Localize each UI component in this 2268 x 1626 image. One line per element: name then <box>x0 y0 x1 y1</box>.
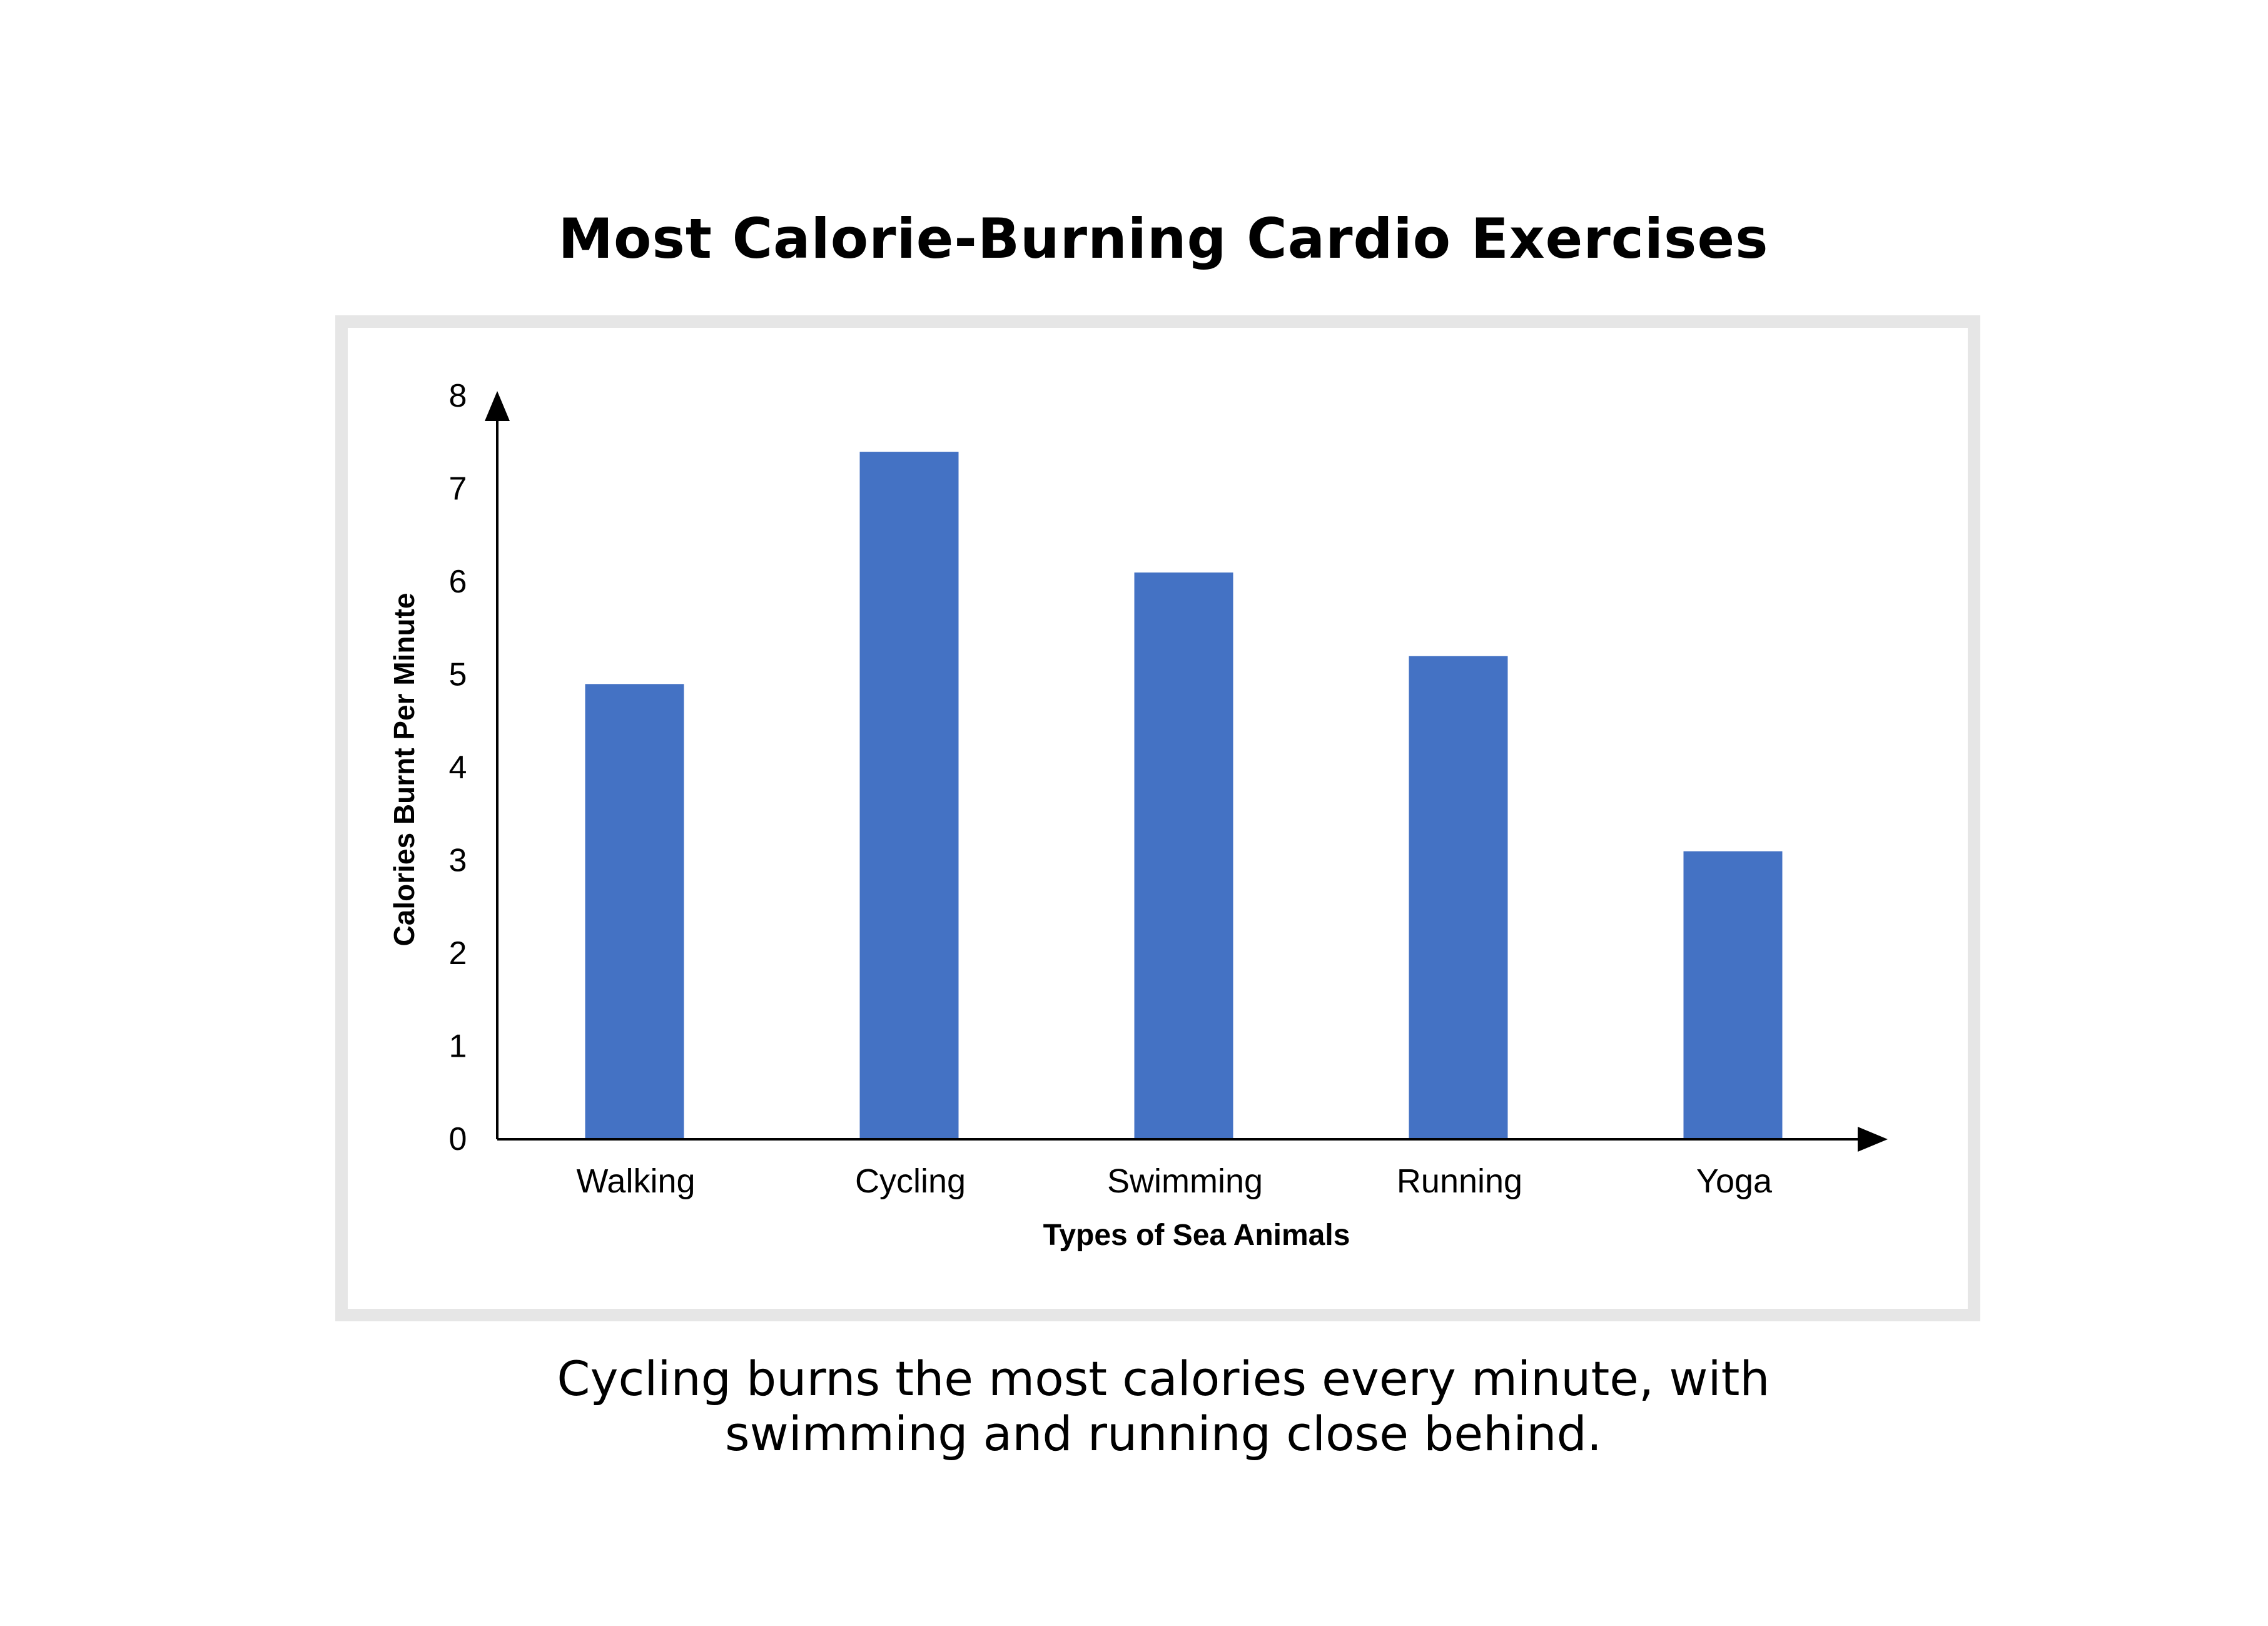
bar-walking <box>585 684 684 1139</box>
x-tick-labels: Walking Cycling Swimming Running Yoga <box>576 1162 1773 1200</box>
caption-line-1: Cycling burns the most calories every mi… <box>557 1351 1770 1406</box>
y-tick-label: 2 <box>449 935 467 972</box>
x-tick-label: Walking <box>576 1162 695 1200</box>
bar-cycling <box>859 452 959 1139</box>
y-tick-label: 1 <box>449 1029 467 1065</box>
y-axis-label: Calories Burnt Per Minute <box>388 593 420 947</box>
y-tick-label: 5 <box>449 657 467 693</box>
y-tick-label: 6 <box>449 564 467 600</box>
x-axis-label: Types of Sea Animals <box>1043 1219 1350 1252</box>
y-axis-arrow <box>485 391 510 421</box>
y-tick-label: 8 <box>449 378 467 414</box>
bar-swimming <box>1134 572 1233 1139</box>
y-tick-label: 3 <box>449 843 467 879</box>
bars-group <box>585 452 1783 1139</box>
x-tick-label: Yoga <box>1696 1162 1773 1200</box>
x-tick-label: Running <box>1397 1162 1522 1200</box>
y-tick-label: 0 <box>449 1121 467 1157</box>
x-tick-label: Cycling <box>855 1162 966 1200</box>
x-tick-label: Swimming <box>1107 1162 1263 1200</box>
caption: Cycling burns the most calories every mi… <box>0 1351 2268 1461</box>
y-tick-label: 7 <box>449 471 467 507</box>
x-axis-arrow <box>1858 1127 1888 1152</box>
caption-line-2: swimming and running close behind. <box>725 1406 1602 1461</box>
axes-group <box>485 391 1888 1152</box>
bar-running <box>1409 656 1508 1139</box>
page-title: Most Calorie-Burning Cardio Exercises <box>558 206 1769 271</box>
bar-yoga <box>1683 851 1783 1139</box>
y-tick-labels: 0 1 2 3 4 5 6 7 8 <box>449 378 467 1157</box>
y-tick-label: 4 <box>449 749 467 786</box>
